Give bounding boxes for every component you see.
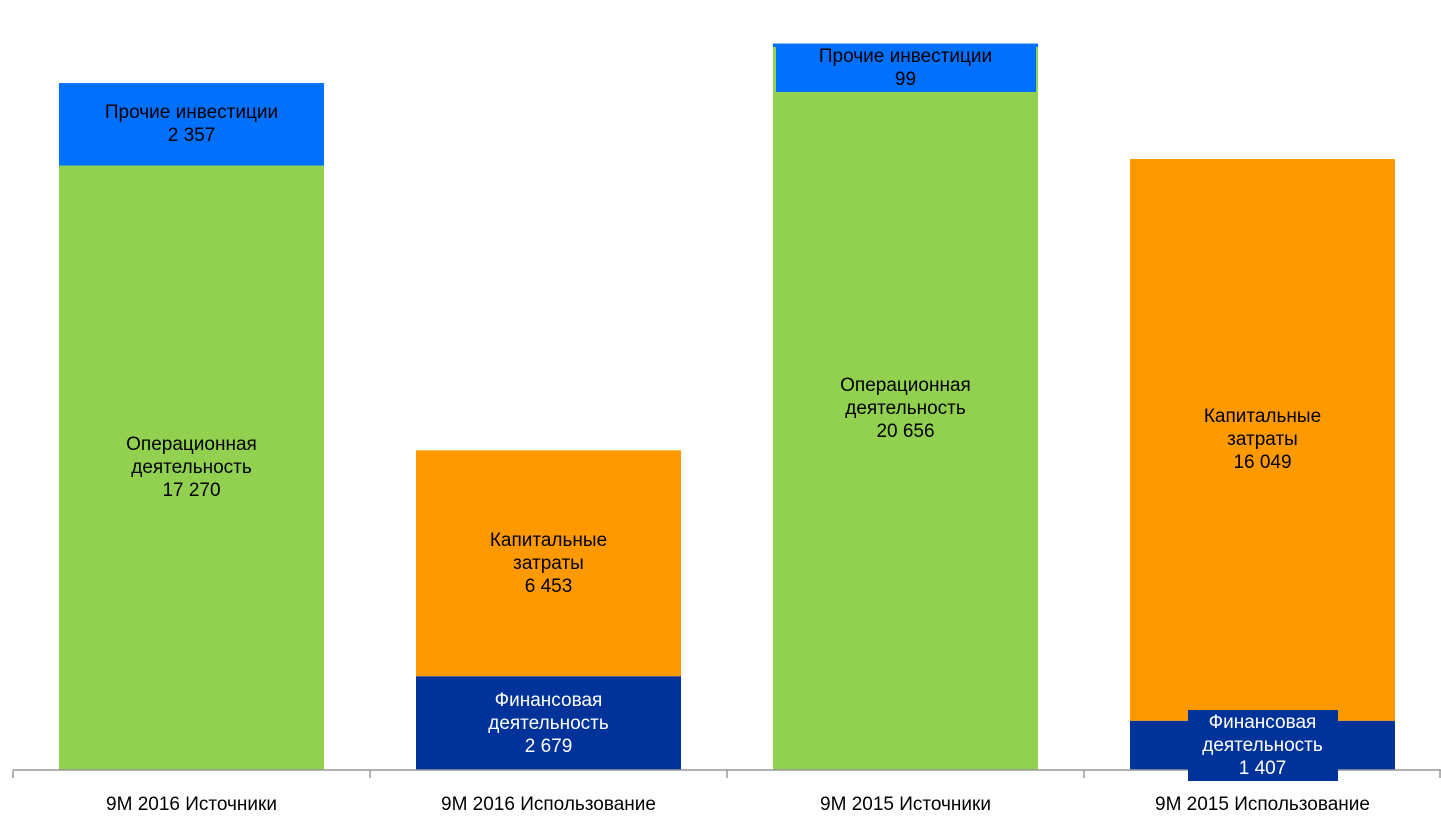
x-tick-label: 9M 2016 Источники <box>106 794 277 815</box>
segment-value: 99 <box>894 69 917 90</box>
segment-label: Капитальные затраты 16 049 <box>1187 404 1338 476</box>
x-tick-label: 9M 2016 Использование <box>441 794 656 815</box>
segment-name: Финансовая деятельность <box>1202 711 1323 756</box>
x-tick-label: 9M 2015 Источники <box>820 794 991 815</box>
x-tick-label: 9M 2015 Использование <box>1155 794 1370 815</box>
segment-name: Капитальные затраты <box>1203 406 1322 451</box>
segment-value: 6 453 <box>524 575 573 597</box>
segment-label: Финансовая деятельность 1 407 <box>1187 709 1338 781</box>
segment-value: 17 270 <box>162 480 221 502</box>
segment-name: Прочие инвестиции <box>104 102 279 124</box>
segment-value: 2 679 <box>524 735 573 757</box>
segment-name: Капитальные затраты <box>489 529 608 574</box>
segment-label: Финансовая деятельность 2 679 <box>473 687 624 759</box>
segment-name: Операционная деятельность <box>126 434 257 479</box>
segment-value: 2 357 <box>167 125 216 147</box>
segment-value: 1 407 <box>1238 757 1287 779</box>
segment-label: Операционная деятельность 20 656 <box>830 373 981 445</box>
segment-name: Прочие инвестиции <box>818 46 993 67</box>
segment-value: 20 656 <box>876 421 935 443</box>
segment-value: 16 049 <box>1233 452 1292 474</box>
segment-name: Финансовая деятельность <box>488 689 609 734</box>
segment-label: Прочие инвестиции 2 357 <box>61 100 322 149</box>
segment-label: Операционная деятельность 17 270 <box>116 432 267 504</box>
segment-label: Капитальные затраты 6 453 <box>473 527 624 599</box>
segment-label: Прочие инвестиции 99 <box>775 44 1036 92</box>
segment-name: Операционная деятельность <box>840 375 971 420</box>
